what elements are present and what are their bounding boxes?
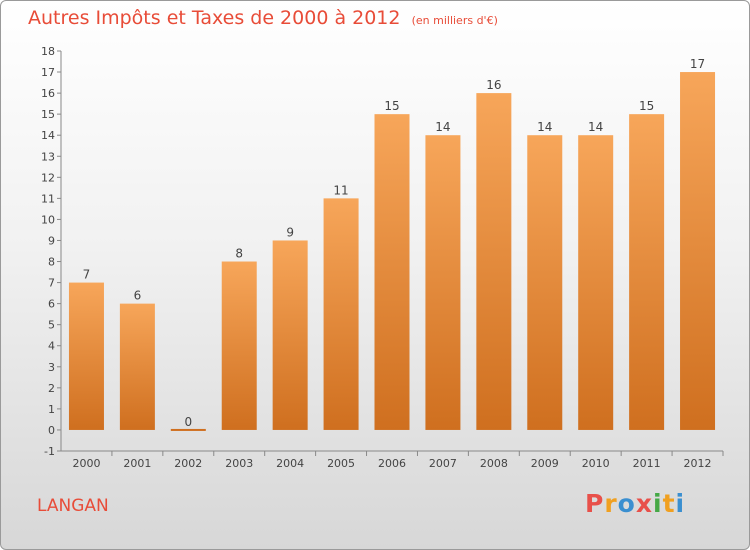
y-tick-label: 0 — [48, 424, 55, 437]
x-tick-label: 2009 — [531, 457, 559, 470]
bar — [578, 135, 614, 430]
bar-value-label: 16 — [486, 78, 501, 92]
city-name: LANGAN — [37, 496, 109, 516]
bar — [323, 198, 359, 430]
chart-title: Autres Impôts et Taxes de 2000 à 2012 — [28, 7, 401, 29]
y-tick-label: 6 — [48, 298, 55, 311]
bar-value-label: 14 — [435, 120, 450, 134]
x-tick-label: 2002 — [174, 457, 202, 470]
y-tick-label: 14 — [41, 129, 55, 142]
bar-value-label: 11 — [333, 183, 348, 197]
y-tick-label: 16 — [41, 87, 55, 100]
x-tick-label: 2008 — [480, 457, 508, 470]
x-tick-label: 2000 — [72, 457, 100, 470]
y-tick-label: 2 — [48, 382, 55, 395]
x-tick-label: 2001 — [123, 457, 151, 470]
bar — [680, 72, 716, 430]
x-tick-label: 2010 — [582, 457, 610, 470]
x-tick-label: 2005 — [327, 457, 355, 470]
bar — [527, 135, 563, 430]
logo-letter: i — [675, 489, 686, 518]
x-tick-label: 2003 — [225, 457, 253, 470]
bar — [68, 282, 104, 430]
bar-value-label: 14 — [537, 120, 552, 134]
proxiti-logo[interactable]: Proxiti — [585, 489, 685, 518]
x-tick-label: 2004 — [276, 457, 304, 470]
bar-value-label: 17 — [690, 57, 705, 71]
y-tick-label: 7 — [48, 277, 55, 290]
y-tick-label: 13 — [41, 150, 55, 163]
chart-title-block: Autres Impôts et Taxes de 2000 à 2012 (e… — [28, 7, 498, 29]
y-tick-label: 4 — [48, 340, 55, 353]
logo-letter: x — [635, 489, 653, 518]
logo-letter: i — [653, 489, 663, 518]
bar — [119, 303, 155, 430]
bar — [425, 135, 461, 430]
y-tick-label: 17 — [41, 66, 55, 79]
bar-value-label: 0 — [184, 415, 192, 429]
logo-letter: P — [585, 489, 605, 518]
chart-labels: 7 2000 6 2001 0 2002 8 2003 9 2004 11 2005 15 2006 14 2… — [72, 57, 711, 470]
bar — [272, 240, 308, 430]
x-tick-label: 2007 — [429, 457, 457, 470]
y-tick-label: 8 — [48, 256, 55, 269]
y-tick-label: 1 — [48, 403, 55, 416]
y-tick-label: 10 — [41, 213, 55, 226]
logo-letter: r — [604, 489, 618, 518]
bar-value-label: 8 — [235, 247, 243, 261]
chart-unit: (en milliers d'€) — [411, 14, 498, 27]
bar-value-label: 15 — [639, 99, 654, 113]
logo-letter: t — [662, 489, 676, 518]
y-tick-label: 9 — [48, 234, 55, 247]
x-tick-label: 2012 — [684, 457, 712, 470]
x-tick-label: 2006 — [378, 457, 406, 470]
y-tick-label: 11 — [41, 192, 55, 205]
logo-letter: o — [617, 489, 636, 518]
chart-bars — [68, 72, 716, 431]
bar — [170, 428, 206, 431]
y-tick-label: 5 — [48, 319, 55, 332]
bar-value-label: 9 — [286, 225, 294, 239]
x-tick-label: 2011 — [633, 457, 661, 470]
y-tick-label: -1 — [44, 445, 55, 458]
bar-value-label: 15 — [384, 99, 399, 113]
bar — [629, 114, 665, 430]
y-tick-label: 12 — [41, 171, 55, 184]
bar — [476, 93, 512, 430]
bar-value-label: 6 — [134, 289, 142, 303]
bar-value-label: 7 — [83, 268, 91, 282]
bar — [374, 114, 410, 430]
y-tick-label: 18 — [41, 45, 55, 58]
bar — [221, 261, 257, 430]
y-tick-label: 15 — [41, 108, 55, 121]
bar-value-label: 14 — [588, 120, 603, 134]
y-tick-label: 3 — [48, 361, 55, 374]
